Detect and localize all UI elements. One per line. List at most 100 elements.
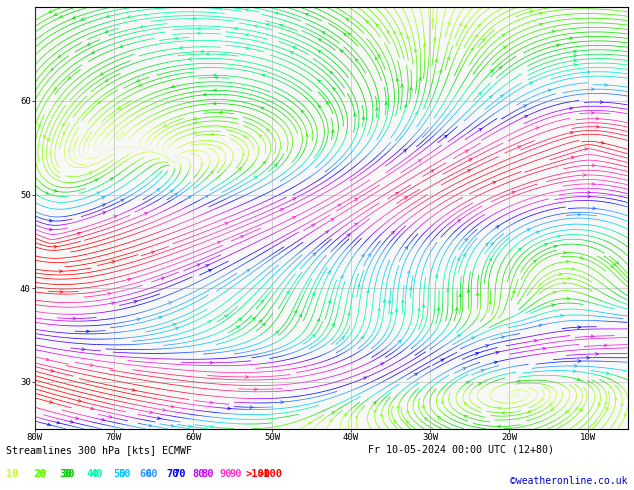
FancyArrowPatch shape	[75, 417, 79, 419]
FancyArrowPatch shape	[591, 335, 594, 338]
FancyArrowPatch shape	[598, 402, 601, 406]
Text: 80: 80	[193, 469, 205, 479]
FancyArrowPatch shape	[330, 419, 332, 422]
FancyArrowPatch shape	[385, 102, 387, 105]
FancyArrowPatch shape	[540, 23, 542, 26]
FancyArrowPatch shape	[396, 78, 399, 81]
FancyArrowPatch shape	[238, 318, 241, 321]
FancyArrowPatch shape	[312, 293, 314, 296]
FancyArrowPatch shape	[517, 380, 521, 383]
FancyArrowPatch shape	[415, 49, 417, 52]
FancyArrowPatch shape	[46, 192, 49, 194]
Text: 70: 70	[174, 469, 186, 479]
Text: 30: 30	[62, 469, 75, 479]
FancyArrowPatch shape	[418, 308, 420, 311]
FancyArrowPatch shape	[477, 24, 480, 27]
FancyArrowPatch shape	[380, 363, 384, 366]
FancyArrowPatch shape	[448, 22, 450, 25]
FancyArrowPatch shape	[228, 407, 231, 410]
FancyArrowPatch shape	[466, 381, 469, 384]
FancyArrowPatch shape	[328, 271, 330, 274]
FancyArrowPatch shape	[54, 245, 57, 248]
FancyArrowPatch shape	[86, 138, 89, 141]
FancyArrowPatch shape	[341, 336, 344, 340]
FancyArrowPatch shape	[317, 318, 320, 322]
FancyArrowPatch shape	[361, 254, 364, 258]
FancyArrowPatch shape	[387, 30, 390, 33]
FancyArrowPatch shape	[238, 168, 242, 171]
FancyArrowPatch shape	[86, 330, 89, 333]
FancyArrowPatch shape	[563, 282, 566, 284]
FancyArrowPatch shape	[396, 406, 399, 409]
FancyArrowPatch shape	[422, 405, 425, 408]
FancyArrowPatch shape	[63, 123, 65, 126]
FancyArrowPatch shape	[171, 424, 174, 427]
FancyArrowPatch shape	[306, 134, 309, 137]
FancyArrowPatch shape	[476, 352, 479, 355]
FancyArrowPatch shape	[333, 88, 335, 91]
FancyArrowPatch shape	[499, 67, 501, 70]
FancyArrowPatch shape	[406, 421, 409, 424]
FancyArrowPatch shape	[567, 277, 570, 279]
FancyArrowPatch shape	[39, 124, 41, 127]
FancyArrowPatch shape	[400, 32, 403, 35]
FancyArrowPatch shape	[224, 222, 228, 225]
FancyArrowPatch shape	[157, 417, 160, 419]
FancyArrowPatch shape	[464, 416, 467, 418]
FancyArrowPatch shape	[246, 47, 249, 49]
FancyArrowPatch shape	[346, 19, 349, 21]
FancyArrowPatch shape	[455, 308, 458, 311]
FancyArrowPatch shape	[410, 87, 413, 90]
FancyArrowPatch shape	[580, 256, 583, 259]
FancyArrowPatch shape	[49, 401, 53, 403]
FancyArrowPatch shape	[308, 422, 311, 425]
FancyArrowPatch shape	[391, 231, 394, 234]
FancyArrowPatch shape	[404, 196, 407, 199]
FancyArrowPatch shape	[467, 290, 470, 293]
Text: 60: 60	[139, 469, 152, 479]
FancyArrowPatch shape	[193, 117, 197, 120]
FancyArrowPatch shape	[564, 251, 566, 254]
FancyArrowPatch shape	[498, 407, 501, 410]
FancyArrowPatch shape	[596, 117, 599, 120]
FancyArrowPatch shape	[301, 110, 304, 113]
FancyArrowPatch shape	[422, 304, 425, 307]
Text: 90: 90	[230, 469, 242, 479]
FancyArrowPatch shape	[616, 261, 619, 264]
FancyArrowPatch shape	[109, 416, 112, 418]
FancyArrowPatch shape	[157, 189, 160, 192]
FancyArrowPatch shape	[424, 44, 426, 47]
FancyArrowPatch shape	[151, 251, 154, 254]
FancyArrowPatch shape	[344, 414, 347, 416]
FancyArrowPatch shape	[596, 125, 599, 128]
FancyArrowPatch shape	[356, 59, 358, 62]
FancyArrowPatch shape	[101, 196, 105, 199]
FancyArrowPatch shape	[383, 300, 386, 302]
FancyArrowPatch shape	[459, 294, 462, 297]
FancyArrowPatch shape	[408, 271, 410, 274]
FancyArrowPatch shape	[170, 190, 173, 193]
FancyArrowPatch shape	[139, 83, 142, 86]
FancyArrowPatch shape	[401, 85, 404, 88]
FancyArrowPatch shape	[172, 85, 174, 88]
FancyArrowPatch shape	[496, 351, 499, 354]
FancyArrowPatch shape	[388, 300, 391, 303]
FancyArrowPatch shape	[465, 239, 467, 242]
FancyArrowPatch shape	[588, 191, 590, 194]
FancyArrowPatch shape	[340, 275, 343, 278]
FancyArrowPatch shape	[552, 304, 555, 306]
FancyArrowPatch shape	[204, 93, 207, 96]
FancyArrowPatch shape	[197, 27, 200, 30]
FancyArrowPatch shape	[344, 33, 347, 36]
FancyArrowPatch shape	[319, 39, 322, 42]
FancyArrowPatch shape	[112, 261, 115, 263]
FancyArrowPatch shape	[375, 57, 378, 60]
FancyArrowPatch shape	[176, 327, 179, 330]
FancyArrowPatch shape	[87, 43, 91, 45]
FancyArrowPatch shape	[592, 88, 594, 91]
FancyArrowPatch shape	[211, 133, 214, 136]
FancyArrowPatch shape	[252, 318, 255, 320]
FancyArrowPatch shape	[174, 193, 178, 196]
FancyArrowPatch shape	[280, 24, 283, 27]
FancyArrowPatch shape	[489, 258, 491, 261]
